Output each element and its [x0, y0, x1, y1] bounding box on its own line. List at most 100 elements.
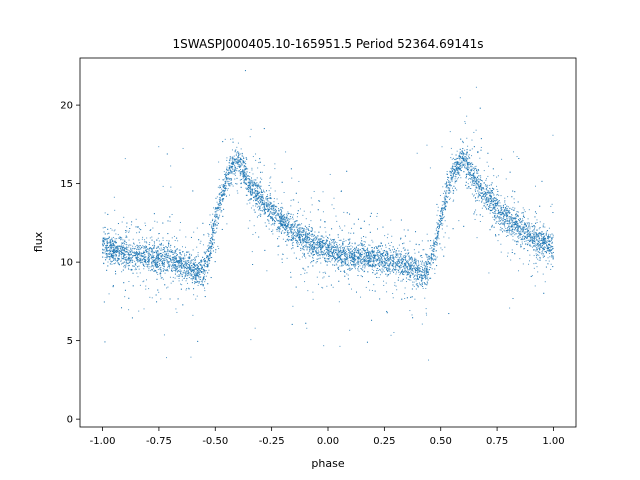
- data-point: [475, 129, 477, 131]
- data-point: [278, 226, 280, 228]
- data-point: [396, 265, 398, 267]
- data-point: [347, 244, 349, 246]
- data-point: [261, 194, 263, 196]
- data-point: [360, 262, 362, 264]
- data-point: [216, 210, 218, 212]
- data-point: [190, 356, 192, 358]
- data-point: [407, 269, 409, 271]
- data-point: [268, 214, 270, 216]
- data-point: [207, 261, 209, 263]
- data-point: [543, 240, 545, 242]
- data-point: [321, 286, 323, 288]
- data-point: [288, 221, 290, 223]
- data-point: [193, 261, 195, 263]
- data-point: [506, 213, 508, 215]
- data-point: [464, 122, 466, 124]
- data-point: [431, 268, 433, 270]
- data-point: [228, 183, 230, 185]
- data-point: [445, 195, 447, 197]
- data-point: [495, 213, 497, 215]
- data-point: [210, 251, 212, 253]
- data-point: [366, 256, 368, 258]
- data-point: [104, 237, 106, 239]
- data-point: [504, 226, 506, 228]
- data-point: [305, 242, 307, 244]
- data-point: [146, 237, 148, 239]
- data-point: [115, 254, 117, 256]
- data-point: [547, 237, 549, 239]
- data-point: [227, 188, 229, 190]
- data-point: [545, 233, 547, 235]
- data-point: [370, 254, 372, 256]
- data-point: [448, 181, 450, 183]
- data-point: [195, 265, 197, 267]
- data-point: [358, 270, 360, 272]
- data-point: [354, 266, 356, 268]
- data-point: [203, 264, 205, 266]
- data-point: [543, 232, 545, 234]
- data-point: [386, 252, 388, 254]
- data-point: [131, 255, 133, 257]
- data-point: [331, 246, 333, 248]
- data-point: [210, 237, 212, 239]
- data-point: [300, 233, 302, 235]
- data-point: [142, 245, 144, 247]
- data-point: [332, 241, 334, 243]
- data-point: [317, 283, 319, 285]
- data-point: [167, 266, 169, 268]
- data-point: [466, 161, 468, 163]
- data-point: [391, 249, 393, 251]
- data-point: [552, 248, 554, 250]
- data-point: [125, 247, 127, 249]
- data-point: [129, 244, 131, 246]
- data-point: [450, 173, 452, 175]
- data-point: [499, 211, 501, 213]
- data-point: [280, 214, 282, 216]
- data-point: [412, 267, 414, 269]
- data-point: [472, 182, 474, 184]
- data-point: [533, 230, 535, 232]
- data-point: [339, 249, 341, 251]
- data-point: [331, 242, 333, 244]
- data-point: [185, 289, 187, 291]
- data-point: [237, 159, 239, 161]
- data-point: [417, 275, 419, 277]
- data-point: [212, 244, 214, 246]
- data-point: [346, 253, 348, 255]
- data-point: [400, 260, 402, 262]
- data-point: [112, 253, 114, 255]
- data-point: [160, 275, 162, 277]
- data-point: [135, 256, 137, 258]
- data-point: [522, 218, 524, 220]
- data-point: [317, 247, 319, 249]
- data-point: [105, 248, 107, 250]
- data-point: [456, 167, 458, 169]
- data-point: [386, 258, 388, 260]
- data-point: [212, 238, 214, 240]
- data-point: [529, 226, 531, 228]
- data-point: [390, 256, 392, 258]
- data-point: [218, 248, 220, 250]
- data-point: [392, 269, 394, 271]
- data-point: [348, 232, 350, 234]
- data-point: [281, 223, 283, 225]
- data-point: [179, 261, 181, 263]
- data-point: [174, 251, 176, 253]
- data-point: [462, 162, 464, 164]
- data-point: [277, 254, 279, 256]
- data-point: [447, 192, 449, 194]
- data-point: [474, 169, 476, 171]
- data-point: [297, 242, 299, 244]
- data-point: [473, 194, 475, 196]
- data-point: [491, 226, 493, 228]
- data-point: [245, 172, 247, 174]
- data-point: [399, 268, 401, 270]
- data-point: [383, 280, 385, 282]
- data-point: [410, 263, 412, 265]
- data-point: [543, 223, 545, 225]
- data-point: [460, 161, 462, 163]
- data-point: [148, 269, 150, 271]
- data-point: [543, 235, 545, 237]
- data-point: [454, 182, 456, 184]
- data-point: [371, 239, 373, 241]
